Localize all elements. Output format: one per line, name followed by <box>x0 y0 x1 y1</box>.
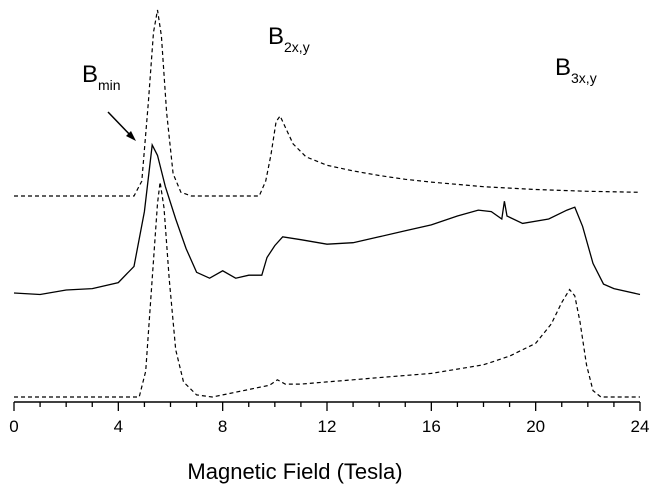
svg-text:B2x,y: B2x,y <box>268 23 310 55</box>
x-tick-label: 4 <box>114 417 123 436</box>
calculated-spectrum-bottom <box>14 181 640 398</box>
annotation-b3xy-main: B <box>555 54 571 81</box>
annotation-b3xy-sub: 3x,y <box>571 70 597 86</box>
calculated-spectrum-top <box>14 9 641 197</box>
x-tick-label: 16 <box>422 417 441 436</box>
annotation-bmin: Bmin <box>82 61 136 141</box>
x-tick-label: 24 <box>631 417 650 436</box>
annotation-b2xy-sub: 2x,y <box>284 39 310 55</box>
x-tick-label: 12 <box>318 417 337 436</box>
arrowhead-icon <box>126 131 136 141</box>
annotation-bmin-main: B <box>82 61 98 88</box>
measured-spectrum <box>13 142 641 296</box>
annotation-b2xy-main: B <box>268 23 284 50</box>
x-tick-label: 0 <box>9 417 18 436</box>
annotation-bmin-sub: min <box>98 77 121 93</box>
svg-text:Bmin: Bmin <box>82 61 121 93</box>
x-ticks: 0 4 8 12 16 20 24 <box>9 402 649 436</box>
x-tick-label: 8 <box>218 417 227 436</box>
annotation-b3xy: B3x,y <box>555 54 597 86</box>
x-axis-title: Magnetic Field (Tesla) <box>187 459 402 484</box>
svg-text:B3x,y: B3x,y <box>555 54 597 86</box>
annotation-b2xy: B2x,y <box>268 23 310 55</box>
series-layer <box>13 9 641 398</box>
x-tick-label: 20 <box>526 417 545 436</box>
